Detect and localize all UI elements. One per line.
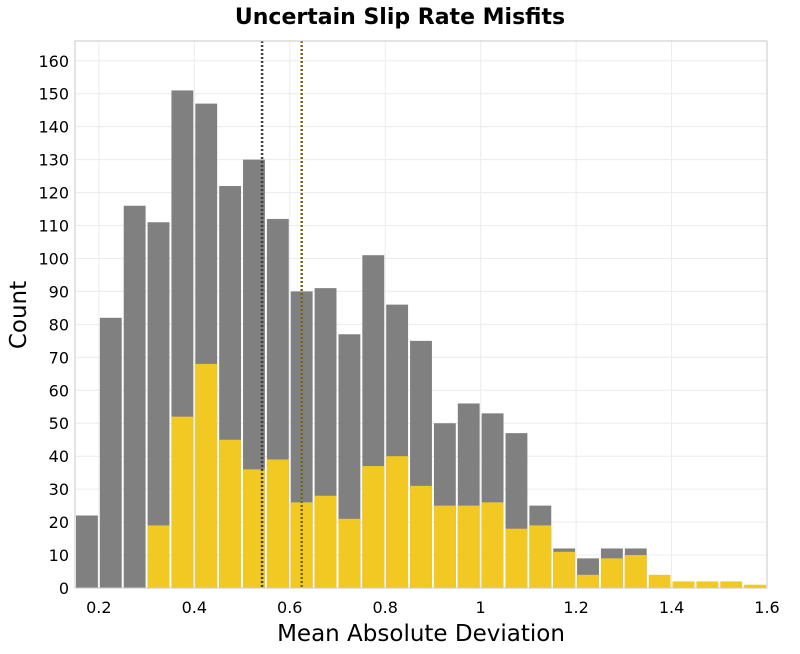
x-axis-label: Mean Absolute Deviation bbox=[277, 621, 565, 647]
bar-subset bbox=[744, 584, 766, 588]
bar-subset bbox=[386, 456, 409, 588]
y-tick-label: 20 bbox=[49, 513, 69, 532]
x-tick-labels: 0.2 0.4 0.6 0.8 1 1.2 1.4 1.6 bbox=[86, 598, 780, 617]
bar-total bbox=[99, 317, 122, 588]
bar-total bbox=[76, 515, 98, 588]
bars-layer bbox=[76, 90, 766, 589]
y-tick-label: 0 bbox=[59, 579, 69, 598]
bar-subset bbox=[266, 459, 289, 588]
y-tick-label: 160 bbox=[38, 52, 69, 71]
plot-frame bbox=[74, 40, 768, 589]
y-tick-label: 60 bbox=[49, 381, 69, 400]
chart-title: Uncertain Slip Rate Misfits bbox=[235, 5, 565, 30]
bar-subset bbox=[338, 518, 361, 588]
bar-total bbox=[123, 205, 146, 588]
y-tick-label: 10 bbox=[49, 546, 69, 565]
bar-subset bbox=[648, 574, 671, 588]
x-tick-label: 1 bbox=[476, 598, 486, 617]
bar-subset bbox=[481, 502, 504, 588]
y-tick-label: 90 bbox=[49, 282, 69, 301]
x-tick-label: 0.6 bbox=[277, 598, 302, 617]
bar-subset bbox=[433, 505, 456, 588]
bar-subset bbox=[457, 505, 480, 588]
y-tick-label: 30 bbox=[49, 480, 69, 499]
bar-subset bbox=[720, 581, 743, 588]
x-tick-label: 0.4 bbox=[182, 598, 207, 617]
y-tick-label: 120 bbox=[38, 184, 69, 203]
y-axis-label: Count bbox=[6, 281, 32, 349]
y-tick-labels: 0 10 20 30 40 50 60 70 80 90 100 110 120 130 140 150 160 bbox=[38, 52, 69, 598]
x-tick-label: 1.6 bbox=[754, 598, 779, 617]
x-tick-label: 1.2 bbox=[563, 598, 588, 617]
bar-subset bbox=[529, 525, 552, 588]
y-tick-label: 140 bbox=[38, 118, 69, 137]
bar-subset bbox=[410, 485, 432, 588]
y-tick-label: 150 bbox=[38, 85, 69, 104]
x-tick-label: 0.2 bbox=[86, 598, 111, 617]
y-tick-label: 110 bbox=[38, 217, 69, 236]
y-tick-label: 50 bbox=[49, 414, 69, 433]
bar-subset bbox=[314, 495, 337, 588]
vlines-layer bbox=[260, 41, 303, 588]
bar-subset bbox=[219, 439, 242, 588]
bar-subset bbox=[553, 551, 576, 588]
bar-total bbox=[147, 222, 170, 589]
bar-subset bbox=[147, 525, 170, 588]
bar-subset bbox=[577, 574, 599, 588]
bar-subset bbox=[362, 466, 385, 588]
bar-subset bbox=[195, 363, 218, 588]
y-tick-label: 80 bbox=[49, 315, 69, 334]
bar-subset bbox=[672, 581, 695, 588]
y-tick-label: 40 bbox=[49, 447, 69, 466]
x-tick-label: 0.8 bbox=[372, 598, 397, 617]
bar-subset bbox=[600, 558, 623, 588]
y-tick-label: 70 bbox=[49, 348, 69, 367]
bar-subset bbox=[696, 581, 719, 588]
bar-subset bbox=[171, 416, 194, 588]
y-tick-label: 130 bbox=[38, 151, 69, 170]
bar-subset bbox=[505, 528, 528, 588]
x-tick-label: 1.4 bbox=[659, 598, 684, 617]
y-tick-label: 100 bbox=[38, 249, 69, 268]
bar-subset bbox=[243, 469, 265, 588]
bar-subset bbox=[624, 555, 647, 588]
